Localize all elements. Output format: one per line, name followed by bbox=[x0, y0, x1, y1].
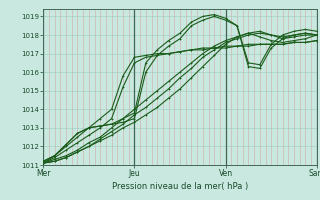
X-axis label: Pression niveau de la mer( hPa ): Pression niveau de la mer( hPa ) bbox=[112, 182, 248, 191]
